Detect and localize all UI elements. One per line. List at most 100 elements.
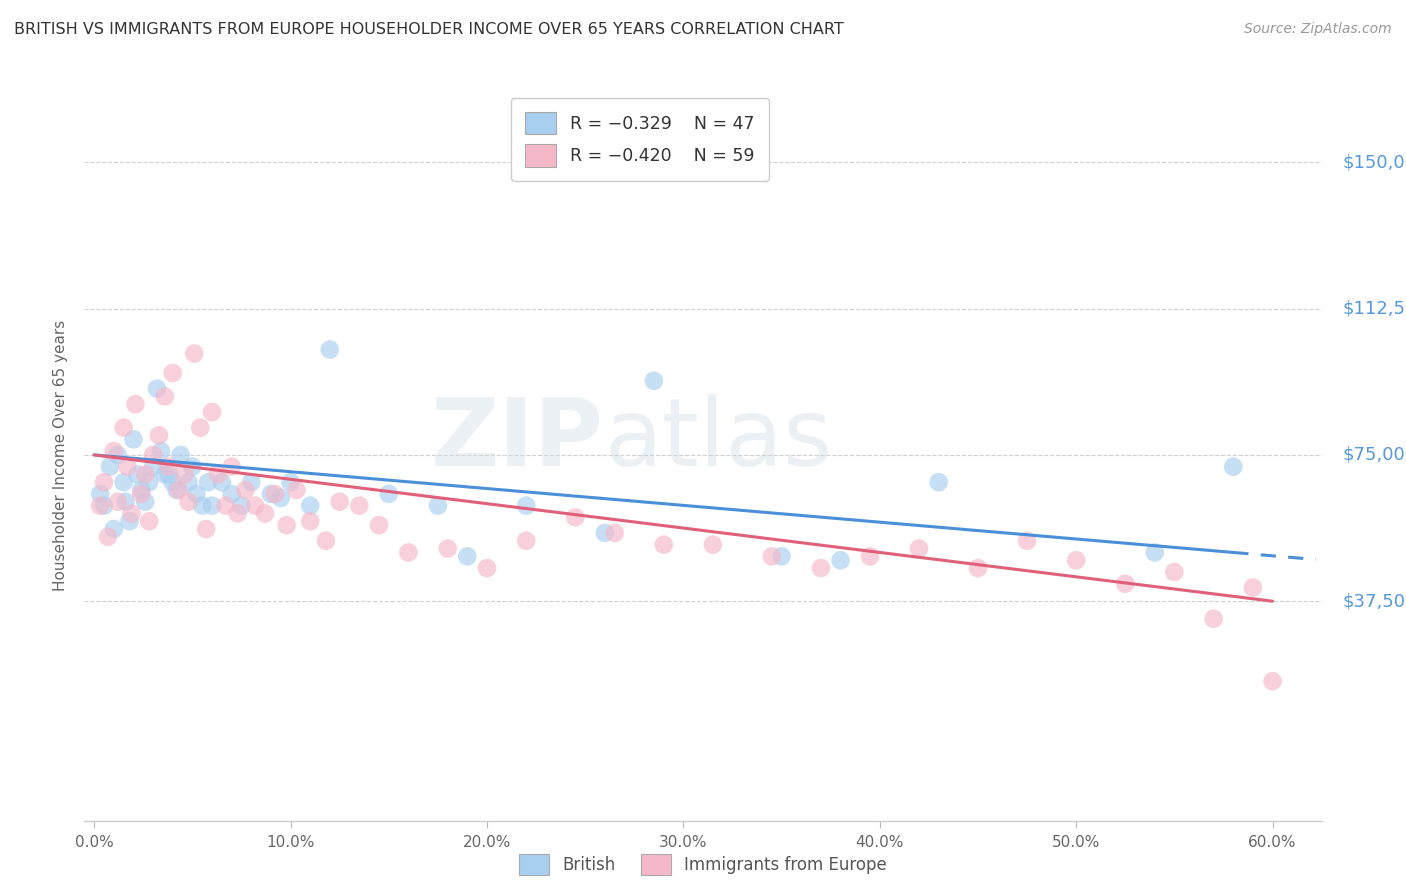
Point: [830, 553, 852, 567]
Point: [643, 374, 665, 388]
Point: [114, 494, 136, 508]
Point: [122, 433, 145, 447]
Point: [1261, 674, 1284, 689]
Point: [191, 499, 214, 513]
Point: [770, 549, 793, 564]
Point: [195, 522, 218, 536]
Point: [1202, 612, 1225, 626]
Y-axis label: Householder Income Over 65 years: Householder Income Over 65 years: [53, 319, 69, 591]
Point: [131, 483, 153, 497]
Point: [761, 549, 783, 564]
Point: [153, 467, 176, 482]
Point: [285, 483, 308, 497]
Point: [329, 494, 352, 508]
Point: [245, 499, 267, 513]
Point: [118, 514, 141, 528]
Point: [652, 538, 675, 552]
Point: [378, 487, 401, 501]
Text: $75,000: $75,000: [1343, 446, 1406, 464]
Point: [349, 499, 371, 513]
Point: [169, 448, 191, 462]
Point: [1241, 581, 1264, 595]
Point: [201, 405, 224, 419]
Point: [167, 483, 190, 497]
Point: [603, 525, 626, 540]
Legend: British, Immigrants from Europe: British, Immigrants from Europe: [510, 846, 896, 884]
Point: [112, 475, 135, 490]
Point: [263, 487, 285, 501]
Point: [299, 499, 322, 513]
Point: [221, 459, 243, 474]
Point: [149, 444, 172, 458]
Point: [426, 499, 449, 513]
Point: [436, 541, 458, 556]
Point: [157, 459, 180, 474]
Point: [235, 483, 257, 497]
Point: [254, 507, 277, 521]
Point: [162, 366, 184, 380]
Point: [319, 343, 342, 357]
Point: [134, 467, 156, 482]
Text: Source: ZipAtlas.com: Source: ZipAtlas.com: [1244, 22, 1392, 37]
Point: [148, 428, 170, 442]
Text: $150,000: $150,000: [1343, 153, 1406, 171]
Point: [124, 397, 146, 411]
Point: [173, 467, 195, 482]
Point: [157, 467, 180, 482]
Point: [221, 487, 243, 501]
Point: [280, 475, 302, 490]
Point: [299, 514, 322, 528]
Point: [89, 487, 111, 501]
Text: BRITISH VS IMMIGRANTS FROM EUROPE HOUSEHOLDER INCOME OVER 65 YEARS CORRELATION C: BRITISH VS IMMIGRANTS FROM EUROPE HOUSEH…: [14, 22, 844, 37]
Point: [276, 518, 298, 533]
Point: [142, 459, 165, 474]
Point: [368, 518, 391, 533]
Point: [103, 444, 125, 458]
Point: [396, 545, 419, 559]
Point: [131, 487, 153, 501]
Point: [207, 467, 229, 482]
Point: [211, 475, 233, 490]
Point: [859, 549, 882, 564]
Point: [93, 475, 115, 490]
Point: [188, 420, 211, 434]
Point: [515, 499, 537, 513]
Point: [1143, 545, 1166, 559]
Point: [260, 487, 283, 501]
Point: [142, 448, 165, 462]
Point: [1222, 459, 1244, 474]
Point: [810, 561, 832, 575]
Point: [593, 525, 616, 540]
Point: [215, 499, 238, 513]
Point: [270, 491, 292, 505]
Point: [702, 538, 724, 552]
Point: [1064, 553, 1087, 567]
Point: [107, 448, 129, 462]
Point: [315, 533, 337, 548]
Point: [967, 561, 990, 575]
Point: [928, 475, 950, 490]
Point: [107, 494, 129, 508]
Point: [197, 475, 219, 490]
Point: [112, 420, 135, 434]
Point: [153, 389, 176, 403]
Point: [240, 475, 263, 490]
Text: atlas: atlas: [605, 394, 832, 486]
Text: $112,500: $112,500: [1343, 300, 1406, 318]
Point: [1163, 565, 1185, 579]
Point: [201, 499, 224, 513]
Point: [231, 499, 253, 513]
Point: [103, 522, 125, 536]
Point: [181, 459, 204, 474]
Text: ZIP: ZIP: [432, 394, 605, 486]
Point: [121, 507, 143, 521]
Point: [97, 530, 120, 544]
Point: [98, 459, 121, 474]
Point: [564, 510, 586, 524]
Point: [138, 475, 160, 490]
Point: [134, 494, 156, 508]
Point: [515, 533, 537, 548]
Point: [1015, 533, 1038, 548]
Legend: R = −0.329    N = 47, R = −0.420    N = 59: R = −0.329 N = 47, R = −0.420 N = 59: [512, 98, 769, 181]
Point: [908, 541, 931, 556]
